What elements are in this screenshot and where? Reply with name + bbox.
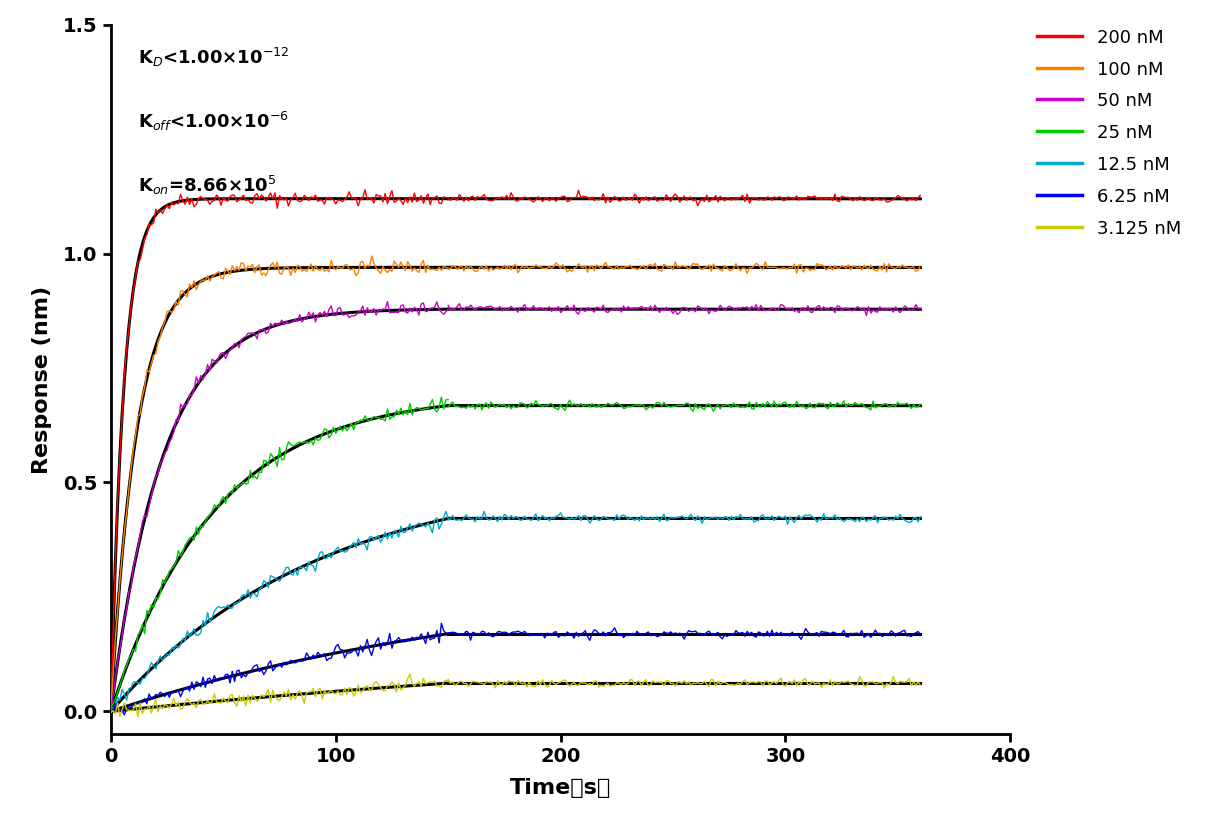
- Legend: 200 nM, 100 nM, 50 nM, 25 nM, 12.5 nM, 6.25 nM, 3.125 nM: 200 nM, 100 nM, 50 nM, 25 nM, 12.5 nM, 6…: [1029, 20, 1190, 247]
- Text: K$_{D}$<1.00×10$^{-12}$: K$_{D}$<1.00×10$^{-12}$: [138, 46, 290, 69]
- X-axis label: Time（s）: Time（s）: [510, 777, 611, 798]
- Text: K$_{on}$=8.66×10$^{5}$: K$_{on}$=8.66×10$^{5}$: [138, 174, 276, 197]
- Text: K$_{off}$<1.00×10$^{-6}$: K$_{off}$<1.00×10$^{-6}$: [138, 110, 288, 133]
- Y-axis label: Response (nm): Response (nm): [32, 285, 52, 474]
